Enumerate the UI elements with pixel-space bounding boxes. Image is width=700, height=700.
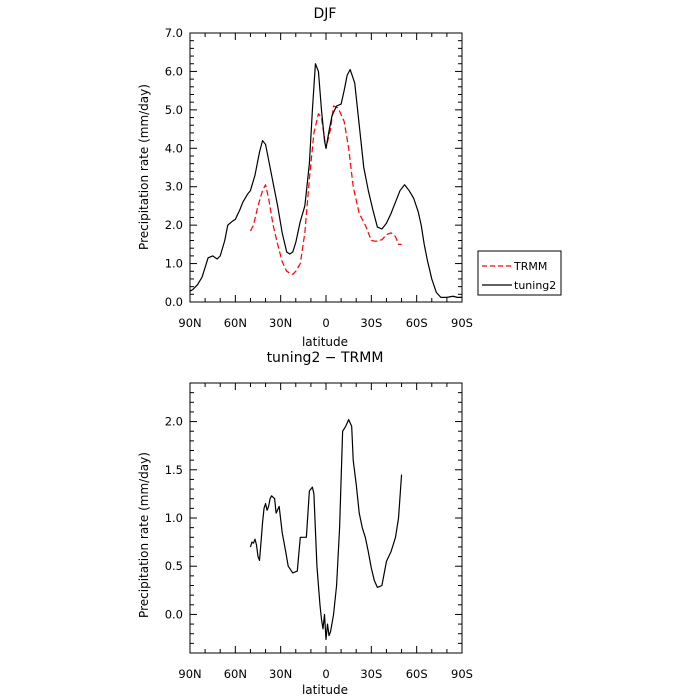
y-axis-label-difference: Precipitation rate (mm/day) <box>137 452 151 618</box>
x-tick-label: 0 <box>322 667 329 681</box>
x-tick-label: 30S <box>360 316 382 330</box>
legend-label-trmm: TRMM <box>513 260 547 273</box>
y-tick-label: 0.0 <box>165 607 183 621</box>
y-tick-label: 1.5 <box>165 463 183 477</box>
x-tick-label: 0 <box>322 316 329 330</box>
y-tick-label: 2.0 <box>165 415 183 429</box>
series-line-trmm <box>249 105 402 275</box>
x-tick-label: 60N <box>224 316 247 330</box>
legend-label-tuning2: tuning2 <box>514 279 556 292</box>
plot-area-difference: 90N 60N 30N 0 30S 60S 90S 0.0 0.5 1.0 1.5 2.0 <box>165 382 473 681</box>
y-tick-label: 4.0 <box>165 141 183 155</box>
series-line-tuning2 <box>189 63 462 298</box>
panel-djf: DJF 90N 60N 30N 0 30S 60S 90S 0.0 1.0 2.0 3.0 4.0 5.… <box>137 6 562 349</box>
x-tick-label: 90S <box>451 667 473 681</box>
x-axis-label-difference: latitude <box>302 683 348 697</box>
legend: TRMM tuning2 <box>477 250 562 296</box>
y-tick-label: 2.0 <box>165 218 183 232</box>
y-axis-label-djf: Precipitation rate (mm/day) <box>137 84 151 250</box>
x-tick-label: 30S <box>360 667 382 681</box>
plot-area-djf: 90N 60N 30N 0 30S 60S 90S 0.0 1.0 2.0 3.0 4.0 5.0 6.0… <box>165 26 473 330</box>
y-tick-label: 6.0 <box>165 64 183 78</box>
y-tick-label: 7.0 <box>165 26 183 40</box>
series-line-difference <box>249 419 403 641</box>
x-tick-label: 60N <box>224 667 247 681</box>
x-tick-label: 90N <box>178 316 201 330</box>
y-tick-label: 5.0 <box>165 103 183 117</box>
y-tick-label: 1.0 <box>165 257 183 271</box>
y-tick-label: 3.0 <box>165 180 183 194</box>
x-axis-label-djf: latitude <box>302 335 348 349</box>
x-tick-label: 60S <box>406 316 428 330</box>
legend-box <box>477 250 562 296</box>
x-tick-label: 90S <box>451 316 473 330</box>
y-tick-label: 0.5 <box>165 559 183 573</box>
x-tick-label: 30N <box>269 667 292 681</box>
chart-title-difference: tuning2 − TRMM <box>267 350 384 366</box>
chart-title-djf: DJF <box>314 6 337 22</box>
x-tick-label: 30N <box>269 316 292 330</box>
y-tick-label: 1.0 <box>165 511 183 525</box>
y-tick-label: 0.0 <box>165 295 183 309</box>
x-tick-label: 90N <box>178 667 201 681</box>
x-tick-label: 60S <box>406 667 428 681</box>
panel-difference: tuning2 − TRMM 90N 60N 30N 0 30S 60S 90S 0.0 0.5… <box>137 350 473 697</box>
